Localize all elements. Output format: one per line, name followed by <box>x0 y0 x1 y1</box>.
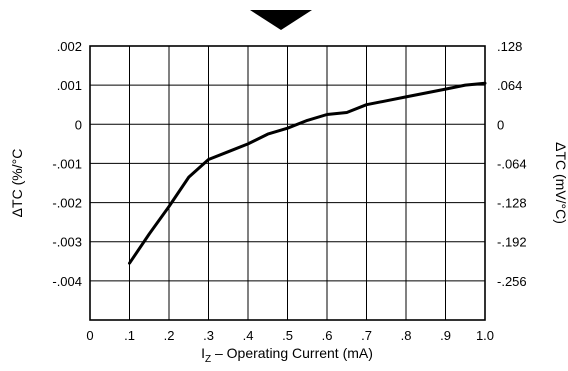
y-right-tick-label: -.128 <box>497 196 527 211</box>
y-right-tick-label: -.256 <box>497 274 527 289</box>
x-tick-label: .9 <box>440 328 451 343</box>
y-left-tick-label: .002 <box>57 39 82 54</box>
y-right-axis-ticks: .128 .064 0 -.064 -.128 -.192 -.256 <box>497 39 527 289</box>
y-right-tick-label: -.064 <box>497 156 527 171</box>
marker-triangle-icon <box>250 10 312 30</box>
y-left-axis-ticks: .002 .001 0 -.001 -.002 -.003 -.004 <box>52 39 82 289</box>
y-right-tick-label: -.192 <box>497 235 527 250</box>
x-axis-ticks: 0 .1 .2 .3 .4 .5 .6 .7 .8 .9 1.0 <box>86 328 494 343</box>
x-axis-title: IZ – Operating Current (mA) <box>201 345 373 365</box>
x-tick-label: .3 <box>203 328 214 343</box>
plot-frame <box>89 45 486 321</box>
y-left-tick-label: -.002 <box>52 196 82 211</box>
y-right-axis-title: ΔTC (mV/°C) <box>553 142 568 224</box>
x-tick-label: 1.0 <box>476 328 494 343</box>
x-tick-label: .5 <box>282 328 293 343</box>
x-tick-label: .2 <box>164 328 175 343</box>
series-line <box>128 81 487 265</box>
x-tick-label: .7 <box>361 328 372 343</box>
x-axis-title-subscript: Z <box>205 354 211 365</box>
y-right-tick-label: 0 <box>497 117 504 132</box>
x-tick-label: .6 <box>322 328 333 343</box>
y-left-tick-label: .001 <box>57 78 82 93</box>
y-right-tick-label: .128 <box>497 39 522 54</box>
y-left-tick-label: -.001 <box>52 156 82 171</box>
x-axis-title-rest: – Operating Current (mA) <box>211 345 373 361</box>
y-left-tick-label: 0 <box>75 117 82 132</box>
x-tick-label: .1 <box>124 328 135 343</box>
y-right-tick-label: .064 <box>497 78 522 93</box>
x-tick-label: 0 <box>86 328 93 343</box>
y-left-tick-label: -.003 <box>52 235 82 250</box>
y-left-axis-title: ΔTC (%/°C <box>9 149 25 218</box>
grid <box>90 46 485 320</box>
x-tick-label: .4 <box>243 328 254 343</box>
x-tick-label: .8 <box>401 328 412 343</box>
y-left-tick-label: -.004 <box>52 274 82 289</box>
